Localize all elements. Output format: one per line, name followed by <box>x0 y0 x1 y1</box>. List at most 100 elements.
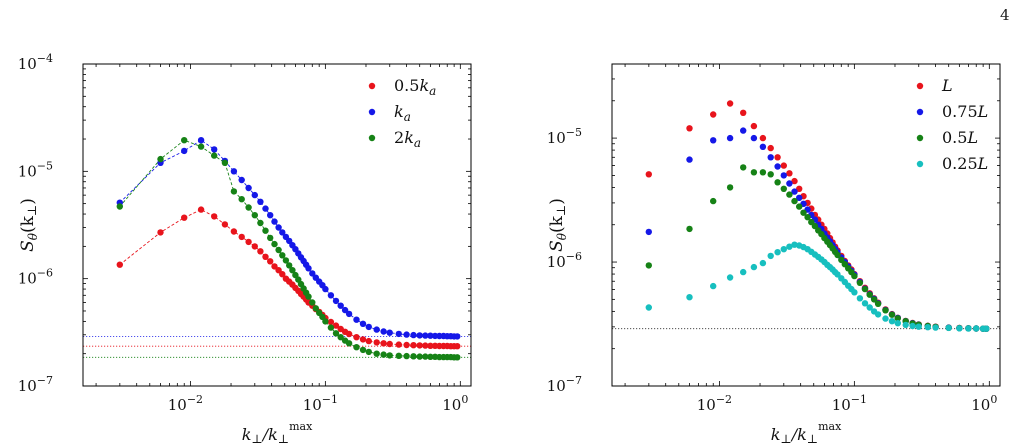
data-point <box>454 343 461 350</box>
legend-entry-1: 0.75L <box>916 102 988 121</box>
data-point <box>359 320 367 327</box>
data-point <box>945 324 952 332</box>
data-point <box>915 323 922 330</box>
data-point <box>866 304 873 311</box>
data-point <box>116 203 124 210</box>
data-point <box>710 111 717 118</box>
data-point <box>924 324 931 331</box>
y-axis-label: Sθ(k⊥) <box>547 198 569 252</box>
data-point <box>894 315 901 322</box>
data-point <box>686 225 693 233</box>
data-point <box>786 170 793 177</box>
data-point <box>786 243 793 250</box>
data-point <box>791 197 798 205</box>
legend-label: 0.75L <box>942 102 988 121</box>
data-point <box>645 171 652 178</box>
data-point <box>395 330 402 338</box>
series-0 <box>116 206 461 350</box>
data-point <box>767 154 774 161</box>
data-point <box>211 152 218 159</box>
data-point <box>726 184 734 191</box>
data-point <box>796 203 803 210</box>
data-point <box>774 154 781 161</box>
data-point <box>740 164 747 171</box>
data-point <box>750 169 758 176</box>
data-point <box>767 252 774 260</box>
data-point <box>197 206 205 213</box>
data-point <box>365 348 372 356</box>
data-point <box>386 352 393 359</box>
data-point <box>710 197 717 205</box>
x-axis-label: k⊥/k⊥max <box>771 420 842 446</box>
data-point <box>403 331 410 338</box>
data-point <box>341 306 349 314</box>
data-point <box>319 313 326 321</box>
data-point <box>983 325 990 332</box>
data-point <box>888 311 896 318</box>
data-point <box>275 246 282 254</box>
data-point <box>759 134 767 142</box>
data-point <box>416 342 423 349</box>
legend-entry-2: 2ka <box>368 128 421 150</box>
data-point <box>686 156 693 163</box>
series-3 <box>645 241 990 332</box>
data-point <box>796 194 803 201</box>
series-2 <box>116 137 461 361</box>
legend-label: 0.5L <box>942 128 978 147</box>
data-point <box>230 168 238 175</box>
data-point <box>309 299 316 306</box>
data-point <box>861 285 869 293</box>
data-point <box>257 248 264 255</box>
data-point <box>750 122 758 130</box>
data-point <box>289 267 296 274</box>
y-axis-label: Sθ(k⊥) <box>18 198 40 252</box>
data-point <box>410 342 417 349</box>
data-point <box>380 351 387 358</box>
data-point <box>932 324 939 331</box>
data-point <box>221 221 229 228</box>
legend-entry-3: 0.25L <box>916 154 988 173</box>
data-point <box>740 268 747 276</box>
x-tick-label: 100 <box>971 393 997 414</box>
data-point <box>686 125 693 132</box>
data-point <box>774 249 781 256</box>
data-point <box>211 213 218 220</box>
data-point <box>965 325 972 332</box>
data-point <box>373 350 380 357</box>
data-point <box>750 134 758 142</box>
legend-marker <box>916 108 924 116</box>
data-point <box>726 134 734 142</box>
data-point <box>416 353 423 360</box>
page-number: 4 <box>1000 6 1010 24</box>
data-point <box>322 318 329 325</box>
data-point <box>427 342 434 349</box>
data-point <box>238 196 245 203</box>
x-tick-label: 10−2 <box>697 393 732 414</box>
data-point <box>380 328 387 335</box>
data-point <box>403 341 410 349</box>
legend-label: 0.5ka <box>394 76 436 98</box>
data-point <box>870 296 878 303</box>
legend-marker <box>368 82 376 90</box>
data-point <box>851 272 858 280</box>
data-point <box>774 163 781 170</box>
data-point <box>780 246 787 253</box>
data-point <box>251 212 258 219</box>
series-2 <box>645 164 990 332</box>
data-point <box>345 340 353 347</box>
x-axis-label: k⊥/k⊥max <box>242 420 313 446</box>
right-panel: 10−2 10−1 100 10−7 10−6 10−5 k⊥/k⊥max Sθ(k⊥) L 0.… <box>547 63 1001 446</box>
x-tick-label: 10−1 <box>303 393 338 414</box>
data-point <box>332 322 340 329</box>
data-point <box>786 191 793 198</box>
data-point <box>238 176 245 184</box>
data-point <box>774 179 781 186</box>
legend-label: ka <box>394 102 411 124</box>
data-point <box>454 333 461 340</box>
data-point <box>305 293 312 300</box>
data-point <box>874 300 882 307</box>
data-point <box>365 323 372 331</box>
data-point <box>386 329 393 336</box>
data-point <box>740 127 747 134</box>
